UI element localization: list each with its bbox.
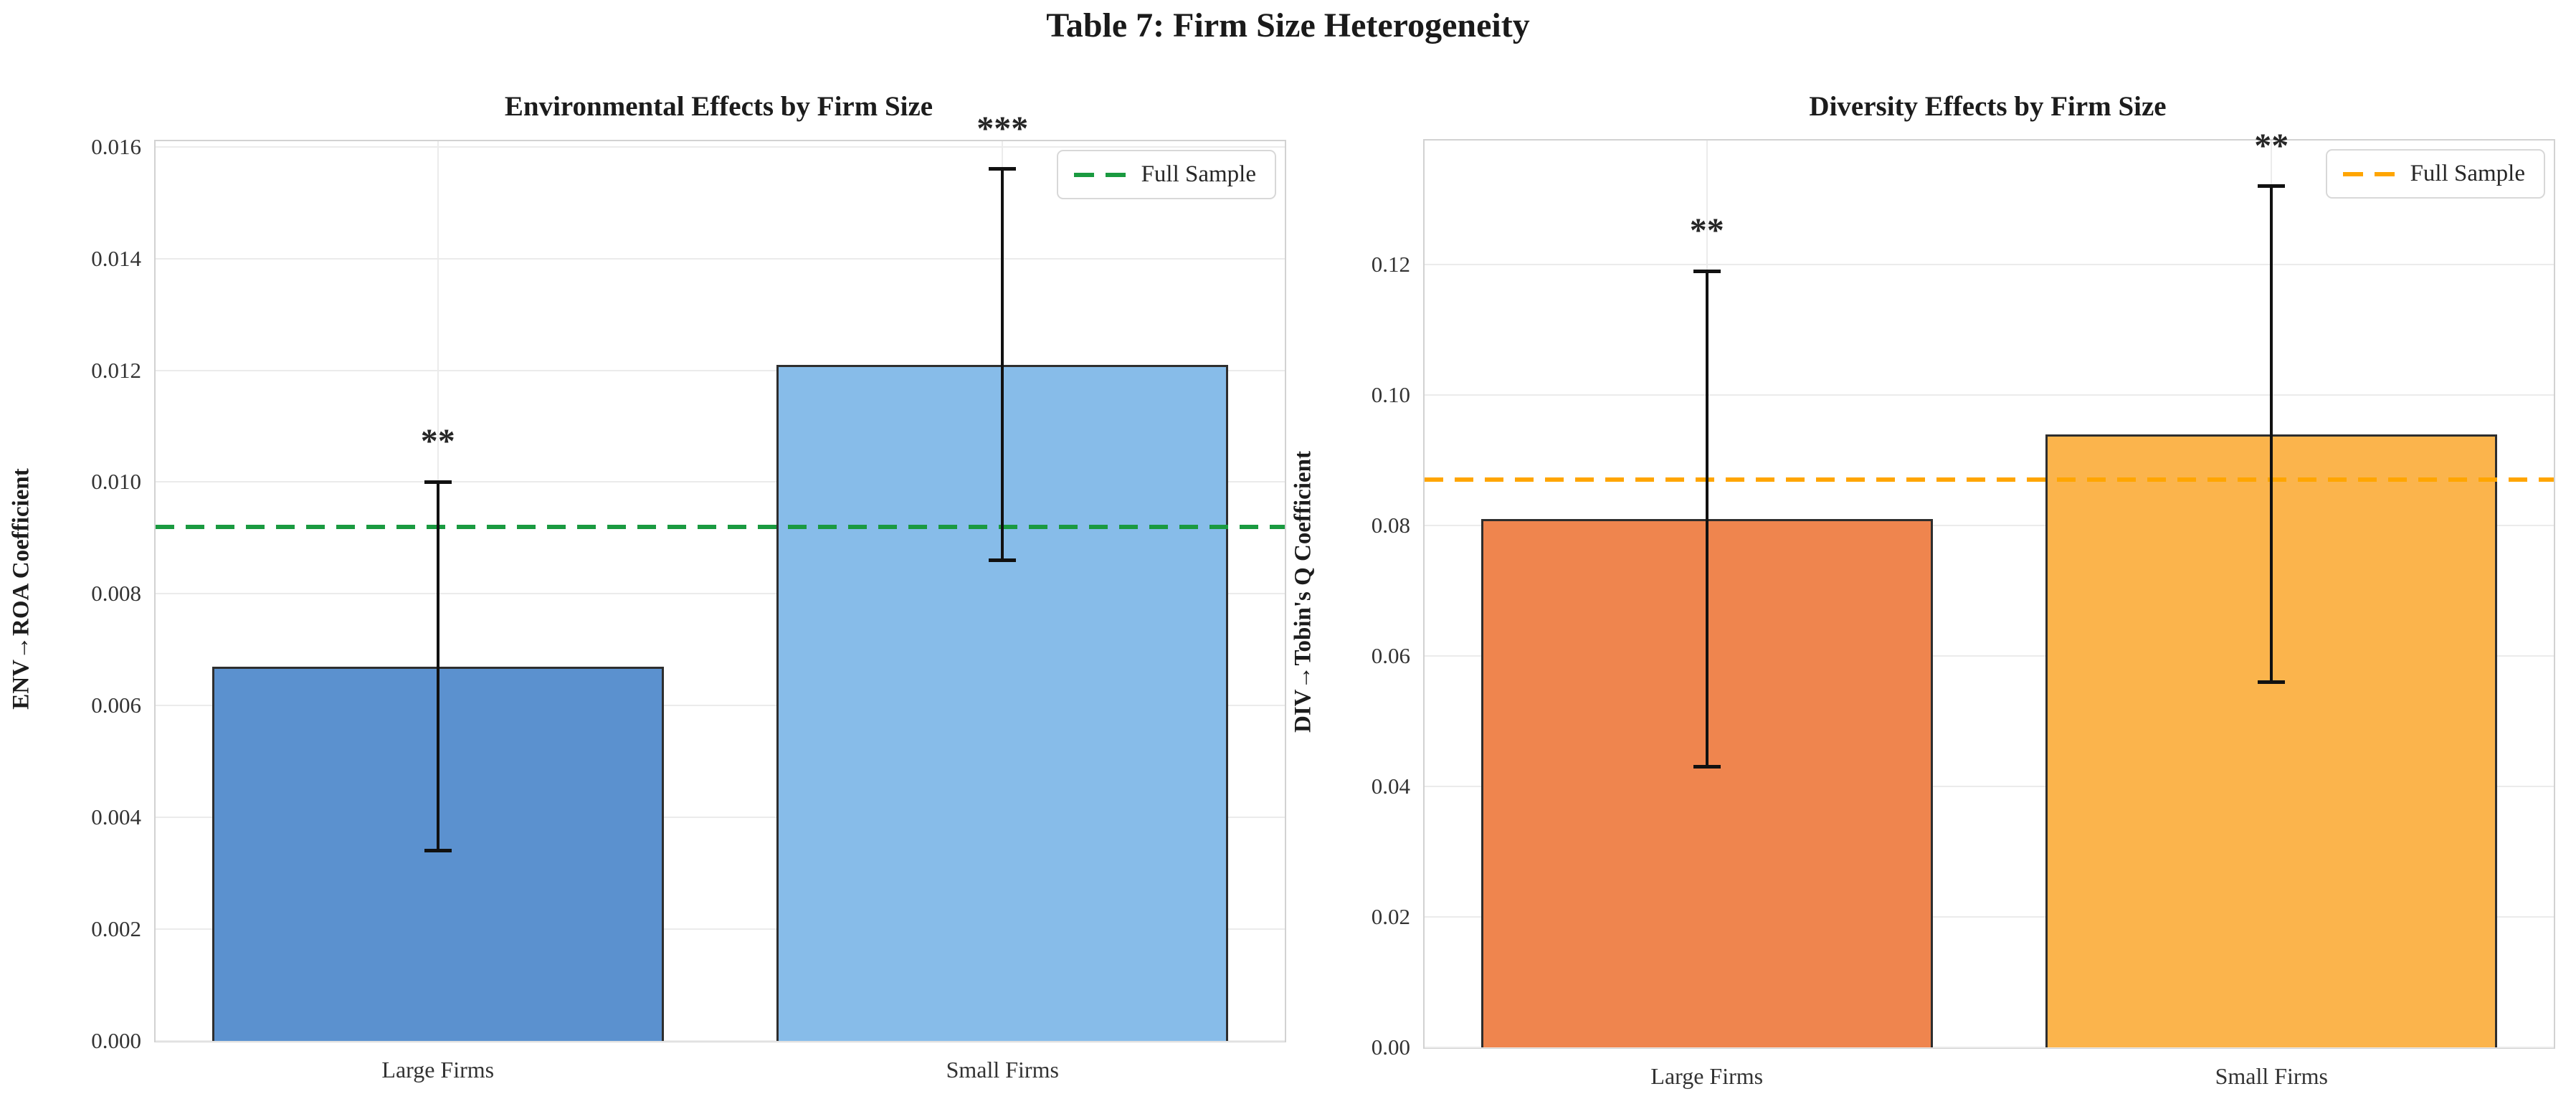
gridline-horizontal: [1425, 915, 2554, 918]
x-tick-label: Small Firms: [2215, 1063, 2328, 1089]
y-tick-label: 0.014: [91, 245, 141, 271]
y-tick-label: 0.02: [1371, 903, 1410, 929]
gridline-horizontal: [1425, 394, 2554, 396]
significance-stars: ***: [976, 109, 1029, 148]
y-tick-label: 0.002: [91, 916, 141, 942]
error-bar-line: [2270, 186, 2273, 682]
y-tick-label: 0.004: [91, 804, 141, 830]
legend-label: Full Sample: [2410, 161, 2525, 186]
y-tick-label: 0.000: [91, 1028, 141, 1053]
gridline-horizontal: [156, 817, 1285, 819]
error-bar-cap: [989, 167, 1017, 171]
legend-dashed-line-swatch: [1073, 172, 1126, 177]
left-subplot-title: Environmental Effects by Firm Size: [504, 91, 933, 122]
error-bar-cap: [1693, 765, 1721, 769]
legend: Full Sample: [1056, 150, 1276, 199]
gridline-horizontal: [156, 369, 1285, 371]
y-tick-label: 0.00: [1371, 1034, 1410, 1060]
legend-dashed-line-swatch: [2342, 171, 2395, 176]
significance-stars: **: [2254, 126, 2289, 165]
y-tick-label: 0.006: [91, 693, 141, 718]
error-bar-cap: [989, 558, 1017, 563]
gridline-horizontal: [156, 593, 1285, 595]
gridline-horizontal: [156, 1040, 1285, 1042]
gridline-horizontal: [1425, 1047, 2554, 1048]
full-sample-reference-line: [156, 524, 1285, 529]
right-y-axis-label: DIV→Tobin's Q Coefficient: [1290, 450, 1316, 733]
y-tick-label: 0.04: [1371, 773, 1410, 799]
error-bar-cap: [424, 480, 452, 484]
significance-stars: **: [1689, 211, 1724, 249]
gridline-horizontal: [156, 481, 1285, 483]
y-tick-label: 0.012: [91, 357, 141, 383]
figure-title: Table 7: Firm Size Heterogeneity: [1046, 6, 1530, 44]
right-subplot-title: Diversity Effects by Firm Size: [1809, 91, 2167, 122]
y-tick-label: 0.008: [91, 581, 141, 606]
error-bar-line: [436, 482, 439, 851]
error-bar-line: [1705, 271, 1708, 767]
legend: Full Sample: [2325, 149, 2545, 199]
gridline-horizontal: [156, 146, 1285, 148]
left-plot-area: ** *** 0.000 0.002 0.004 0.006 0.008 0.010 0.012…: [91, 111, 1286, 1083]
y-tick-label: 0.10: [1371, 381, 1410, 407]
right-plot-area: ** ** 0.00 0.02 0.04 0.06 0.08 0.10 0.12 Large Fi…: [1372, 128, 2555, 1089]
gridline-horizontal: [1425, 655, 2554, 657]
gridline-horizontal: [156, 928, 1285, 931]
x-tick-label: Small Firms: [946, 1057, 1059, 1083]
error-bar-line: [1001, 168, 1004, 561]
error-bar-cap: [2258, 680, 2286, 684]
y-tick-label: 0.010: [91, 469, 141, 495]
y-tick-label: 0.08: [1371, 512, 1410, 538]
legend-label: Full Sample: [1141, 161, 1256, 187]
gridline-horizontal: [1425, 524, 2554, 526]
x-tick-label: Large Firms: [381, 1057, 495, 1083]
y-tick-label: 0.12: [1371, 251, 1410, 277]
significance-stars: **: [420, 422, 455, 461]
error-bar-cap: [424, 849, 452, 853]
error-bar-cap: [1693, 269, 1721, 273]
error-bar-cap: [2258, 184, 2286, 189]
full-sample-reference-line: [1425, 477, 2554, 482]
gridline-horizontal: [156, 257, 1285, 260]
y-tick-label: 0.016: [91, 133, 141, 159]
gridline-horizontal: [156, 705, 1285, 707]
y-tick-label: 0.06: [1371, 642, 1410, 668]
gridline-horizontal: [1425, 785, 2554, 787]
gridline-horizontal: [1425, 263, 2554, 265]
x-tick-label: Large Firms: [1650, 1063, 1764, 1089]
